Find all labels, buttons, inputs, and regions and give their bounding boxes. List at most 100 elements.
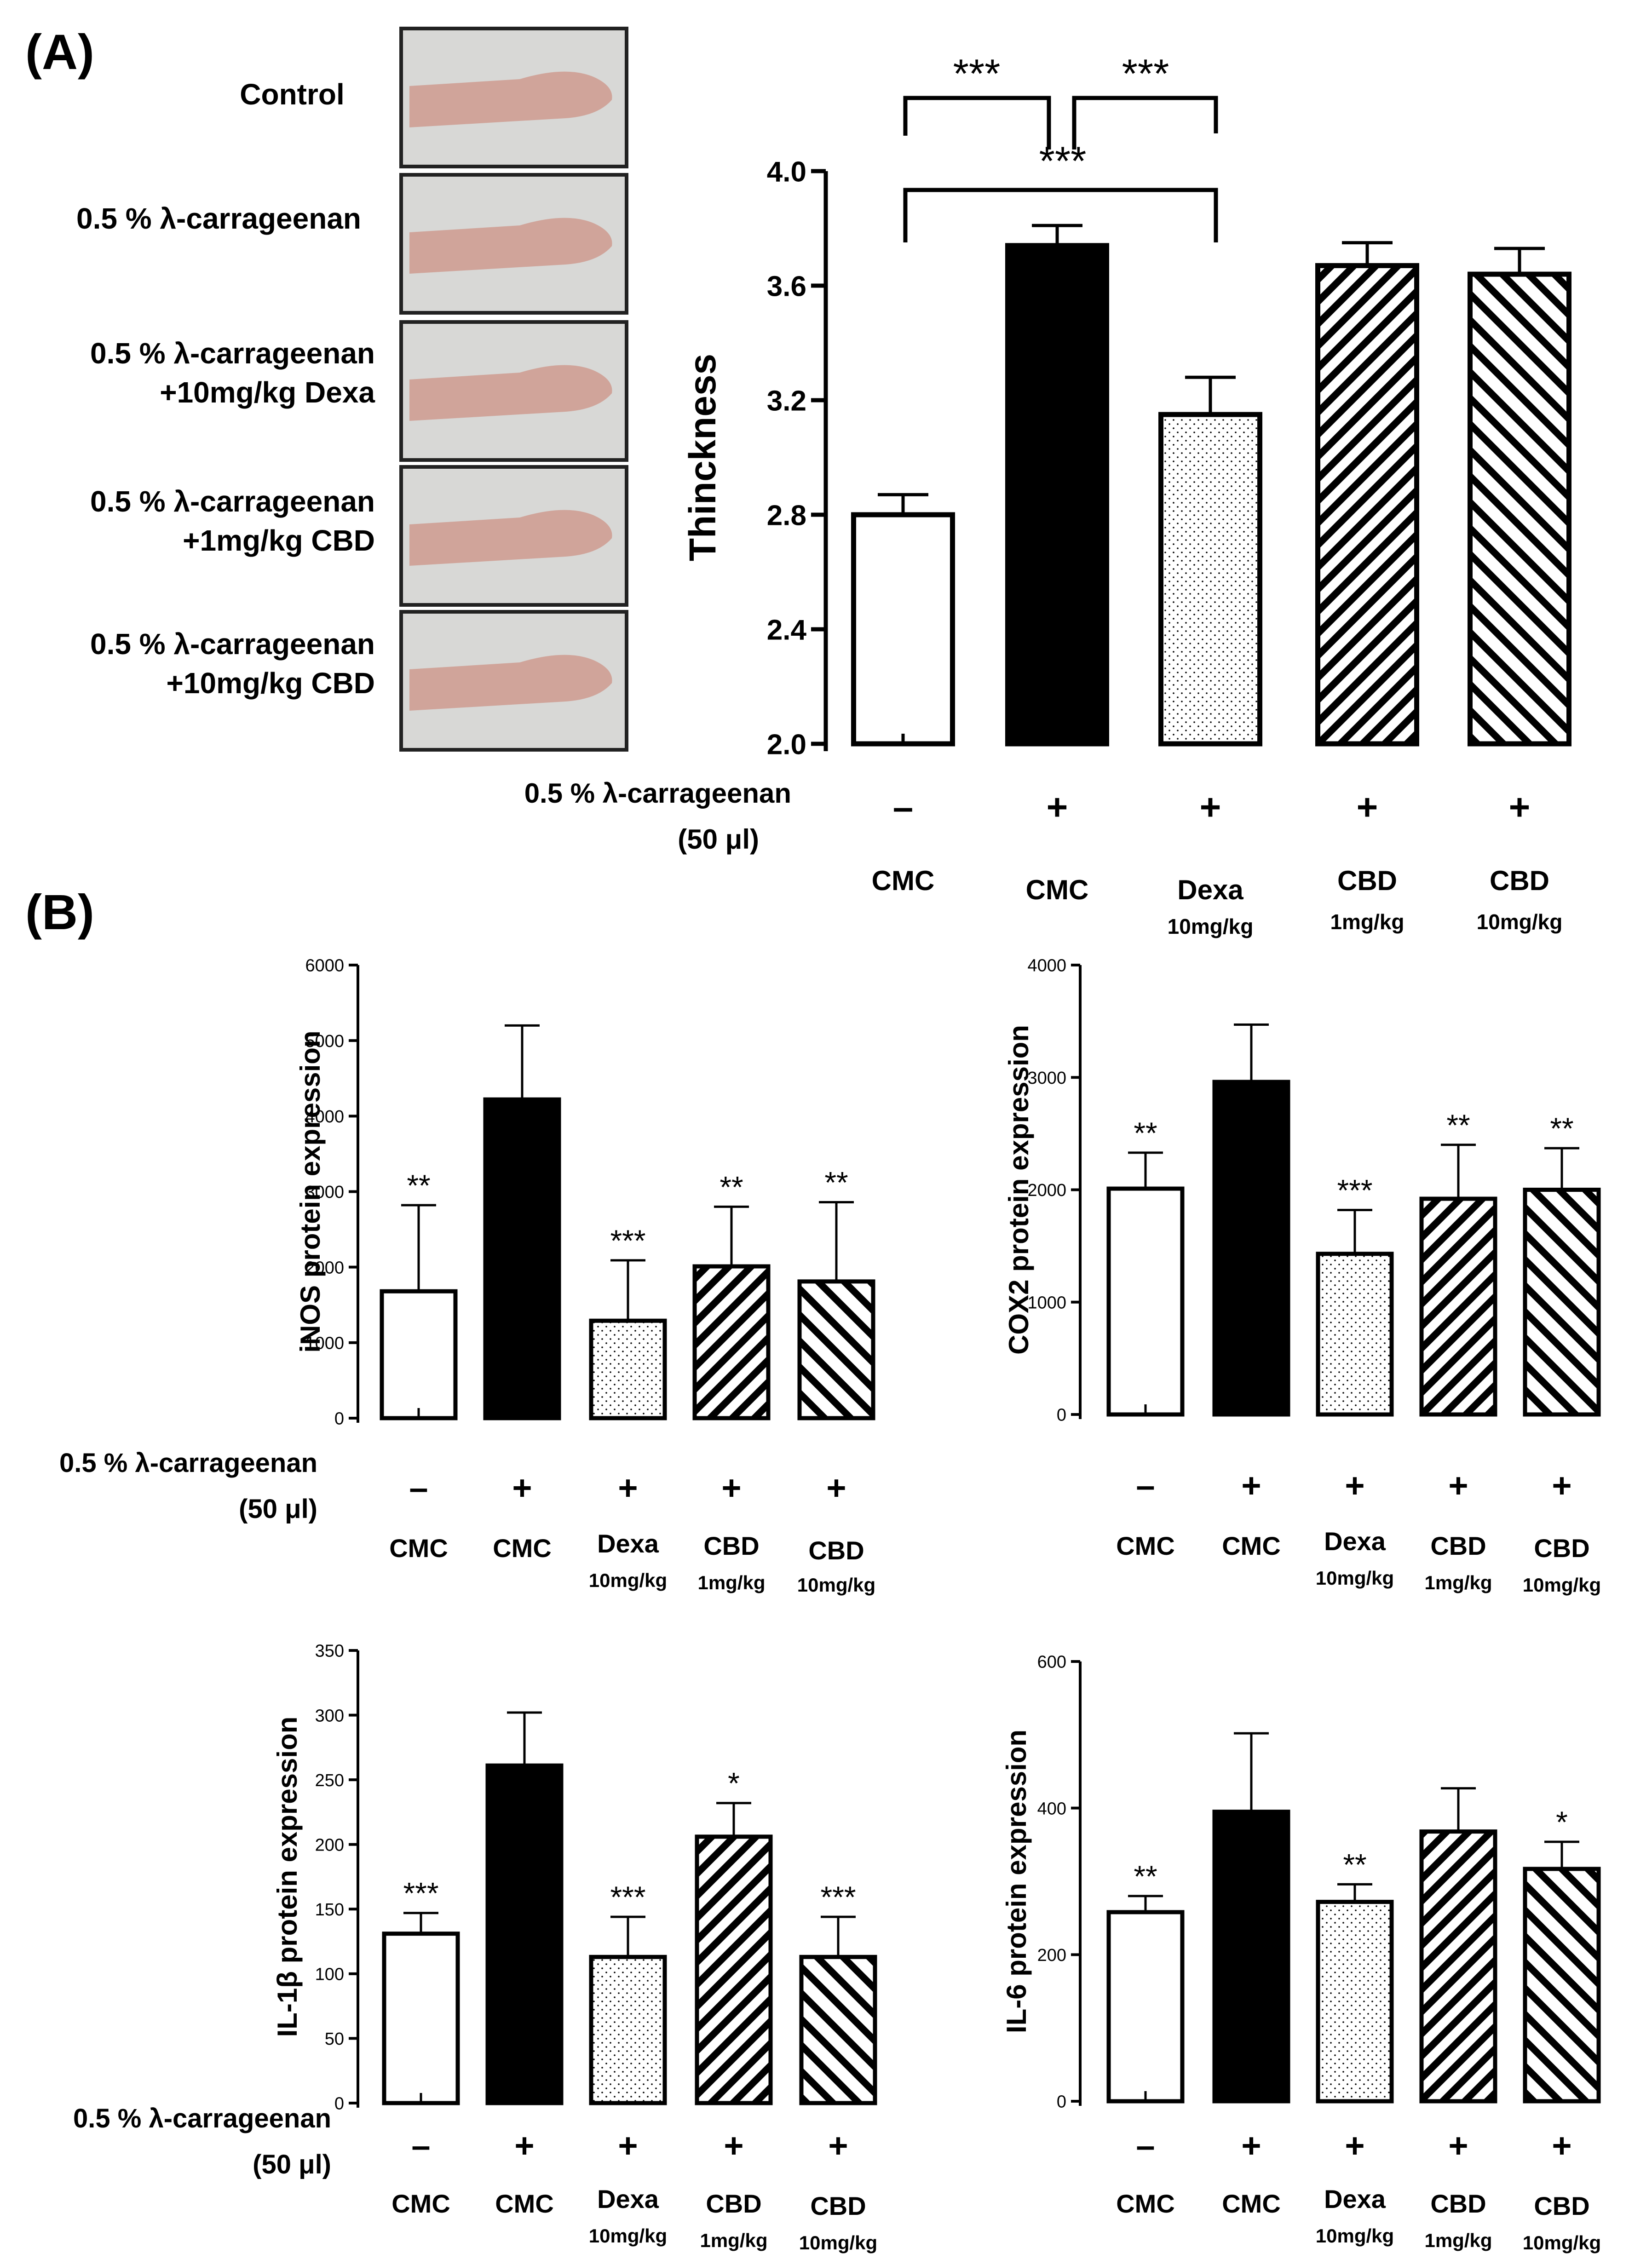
significance-stars: *** [403, 1876, 438, 1910]
bar [692, 1264, 771, 1420]
treatment-sign: + [1552, 1466, 1571, 1505]
y-tick-label: 4000 [305, 1107, 344, 1127]
il1b-chart: 0 50 100 150 200 250 300 350 IL-1β protein expre… [272, 1642, 877, 2114]
group-dose: 10mg/kg [797, 1574, 875, 1596]
y-tick-label: 2.8 [767, 500, 806, 531]
group-name: CBD [1490, 865, 1549, 896]
group-name: Dexa [597, 2185, 659, 2213]
significance-bracket [903, 188, 1218, 242]
treatment-sign: + [1047, 787, 1068, 828]
treatment-sign: + [618, 1469, 638, 1507]
treatment-sign: + [1200, 787, 1221, 828]
treatment-row-cox2: – CMC + CMC + Dexa 10mg/kg + CBD 1mg/kg + CBD 10mg/k… [1116, 1466, 1601, 1596]
y-axis-label: COX2 protein expression [1003, 1025, 1034, 1355]
bar [1523, 1867, 1601, 2104]
significance-stars: ** [407, 1168, 430, 1202]
bar [797, 1279, 875, 1420]
photo-label: 0.5 % λ-carrageenan [90, 337, 375, 370]
group-dose: 10mg/kg [1168, 914, 1254, 938]
significance-stars: ** [1446, 1108, 1470, 1142]
y-tick-label: 0 [334, 2094, 344, 2114]
treatment-row-a: 0.5 % λ-carrageenan (50 μl) – CMC + CMC + Dexa 1… [524, 778, 1563, 938]
group-dose: 1mg/kg [1424, 2230, 1492, 2251]
y-tick-label: 6000 [305, 956, 344, 976]
treatment-row-volume: (50 μl) [678, 824, 759, 855]
treatment-row-inos: 0.5 % λ-carrageenan (50 μl) – CMC + CMC + Dexa 1… [59, 1448, 875, 1596]
treatment-row-label: 0.5 % λ-carrageenan [59, 1448, 317, 1478]
y-tick-label: 250 [315, 1771, 344, 1790]
y-tick-label: 2000 [1027, 1181, 1066, 1200]
bar [1419, 1196, 1497, 1417]
paw-shape [409, 71, 612, 127]
treatment-sign: + [514, 2127, 534, 2165]
significance-bracket [903, 96, 1051, 149]
y-tick-label: 0 [1057, 2093, 1066, 2112]
photo-label: +10mg/kg CBD [167, 667, 375, 700]
significance-stars: ** [824, 1165, 848, 1199]
treatment-sign: + [512, 1469, 532, 1507]
group-name: CMC [1222, 1531, 1281, 1560]
photo-label: Control [240, 78, 345, 111]
group-name: CMC [1222, 2189, 1281, 2218]
significance-bracket [1072, 96, 1218, 149]
treatment-sign: + [724, 2127, 743, 2165]
bar [1523, 1188, 1601, 1417]
photo-label: +10mg/kg Dexa [160, 376, 375, 409]
paw-shape [409, 510, 612, 566]
group-dose: 10mg/kg [1477, 910, 1563, 934]
paw-photo-column [399, 27, 628, 752]
significance-stars: *** [1337, 1173, 1372, 1207]
treatment-sign: + [618, 2127, 638, 2165]
y-axis-label: iNOS protein expression [295, 1030, 326, 1352]
treatment-sign: + [826, 1469, 846, 1507]
y-tick-label: 0 [334, 1409, 344, 1429]
group-name: CMC [1116, 2189, 1175, 2218]
treatment-row-label: 0.5 % λ-carrageenan [524, 778, 791, 809]
bar [382, 1932, 460, 2105]
group-dose: 1mg/kg [700, 2230, 767, 2251]
group-name: CMC [495, 2189, 554, 2218]
y-tick-label: 2000 [305, 1258, 344, 1277]
y-tick-label: 400 [1037, 1799, 1066, 1818]
group-name: CMC [872, 865, 935, 896]
bar [1419, 1829, 1497, 2104]
y-tick-label: 2.0 [767, 729, 806, 760]
bar [1005, 243, 1109, 747]
bar [1212, 1080, 1290, 1417]
group-dose: 10mg/kg [1523, 1574, 1601, 1596]
y-axis-label: IL-1β protein expression [272, 1717, 303, 2037]
significance-stars: *** [610, 1880, 645, 1914]
treatment-sign: + [1509, 787, 1531, 828]
group-name: Dexa [1324, 1527, 1386, 1556]
treatment-row-volume: (50 μl) [253, 2150, 331, 2179]
treatment-row-volume: (50 μl) [239, 1494, 317, 1524]
group-name: CBD [1534, 2191, 1589, 2220]
y-tick-label: 3000 [1027, 1069, 1066, 1088]
photo-label: 0.5 % λ-carrageenan [90, 627, 375, 661]
photo-labels: Control 0.5 % λ-carrageenan 0.5 % λ-carrag… [76, 78, 375, 700]
photo-label: 0.5 % λ-carrageenan [76, 202, 361, 235]
inos-chart: 0 1000 2000 3000 4000 5000 6000 iNOS protein ex… [295, 956, 875, 1429]
photo-label: 0.5 % λ-carrageenan [90, 485, 375, 518]
group-dose: 1mg/kg [1330, 910, 1404, 934]
bar [1315, 263, 1419, 747]
photo-label: +1mg/kg CBD [183, 524, 375, 557]
y-tick-label: 600 [1037, 1653, 1066, 1672]
bar [1316, 1900, 1394, 2104]
significance-stars: ** [1343, 1847, 1366, 1881]
y-tick-label: 1000 [305, 1334, 344, 1353]
treatment-sign: – [409, 1469, 428, 1507]
y-tick-label: 0 [1057, 1406, 1066, 1425]
group-name: CBD [703, 1531, 759, 1560]
y-tick-label: 4.0 [767, 156, 806, 188]
bar [799, 1955, 877, 2105]
y-tick-label: 3000 [305, 1183, 344, 1202]
bar [1106, 1186, 1185, 1417]
y-tick-label: 2.4 [767, 614, 807, 646]
paw-shape [409, 218, 612, 274]
treatment-sign: + [1345, 2127, 1364, 2165]
group-name: CBD [1430, 2189, 1486, 2218]
y-tick-label: 3.6 [767, 270, 806, 302]
